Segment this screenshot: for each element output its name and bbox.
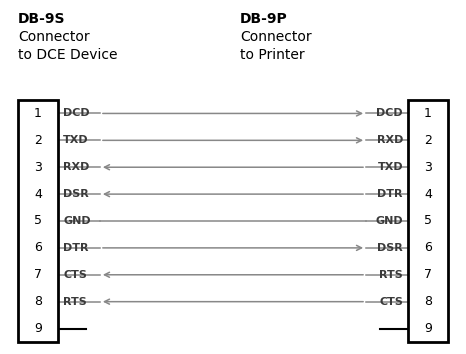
Text: 5: 5: [34, 215, 42, 228]
Text: TXD: TXD: [377, 162, 403, 172]
Text: 4: 4: [424, 188, 432, 201]
Text: DTR: DTR: [63, 243, 89, 253]
Text: Connector: Connector: [240, 30, 312, 44]
Text: DTR: DTR: [377, 189, 403, 199]
Text: CTS: CTS: [63, 270, 87, 280]
Text: 3: 3: [34, 161, 42, 174]
Text: 2: 2: [424, 134, 432, 147]
Text: DCD: DCD: [377, 108, 403, 119]
FancyBboxPatch shape: [18, 100, 58, 342]
Text: 8: 8: [34, 295, 42, 308]
FancyBboxPatch shape: [408, 100, 448, 342]
Text: 4: 4: [34, 188, 42, 201]
Text: DB-9S: DB-9S: [18, 12, 66, 26]
Text: 6: 6: [34, 241, 42, 255]
Text: 1: 1: [424, 107, 432, 120]
Text: 6: 6: [424, 241, 432, 255]
Text: GND: GND: [376, 216, 403, 226]
Text: 7: 7: [424, 268, 432, 281]
Text: 5: 5: [424, 215, 432, 228]
Text: to Printer: to Printer: [240, 48, 305, 62]
Text: 7: 7: [34, 268, 42, 281]
Text: 3: 3: [424, 161, 432, 174]
Text: RTS: RTS: [63, 297, 87, 307]
Text: Connector: Connector: [18, 30, 89, 44]
Text: RXD: RXD: [377, 135, 403, 145]
Text: 2: 2: [34, 134, 42, 147]
Text: to DCE Device: to DCE Device: [18, 48, 117, 62]
Text: 8: 8: [424, 295, 432, 308]
Text: CTS: CTS: [379, 297, 403, 307]
Text: TXD: TXD: [63, 135, 89, 145]
Text: DSR: DSR: [377, 243, 403, 253]
Text: DB-9P: DB-9P: [240, 12, 288, 26]
Text: DCD: DCD: [63, 108, 89, 119]
Text: DSR: DSR: [63, 189, 89, 199]
Text: 9: 9: [34, 322, 42, 335]
Text: 1: 1: [34, 107, 42, 120]
Text: GND: GND: [63, 216, 90, 226]
Text: 9: 9: [424, 322, 432, 335]
Text: RTS: RTS: [379, 270, 403, 280]
Text: RXD: RXD: [63, 162, 89, 172]
